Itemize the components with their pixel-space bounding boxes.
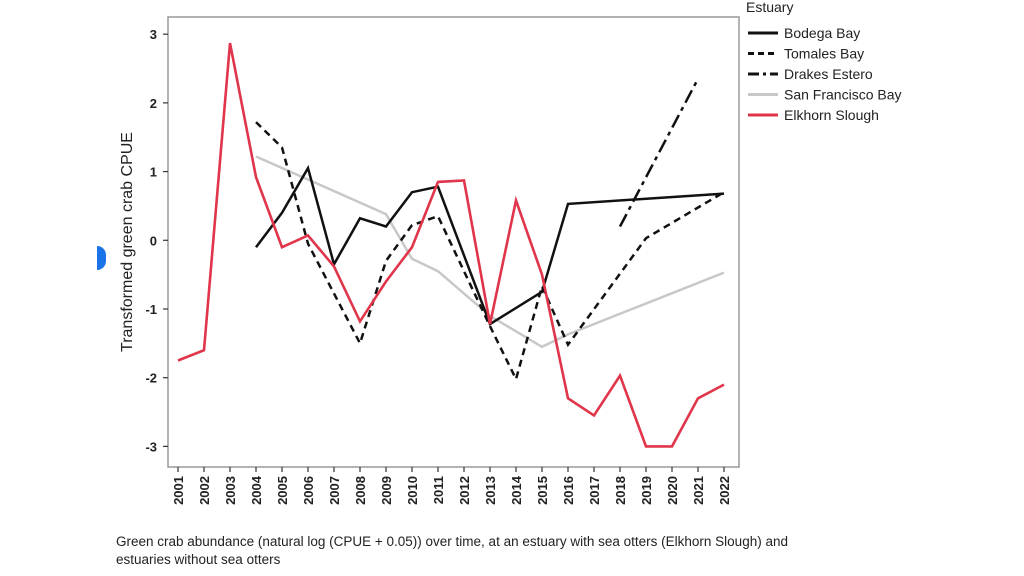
- x-tick-label: 2006: [301, 476, 316, 505]
- x-tick-label: 2015: [535, 476, 550, 505]
- x-tick-label: 2021: [691, 476, 706, 505]
- legend-title: Estuary: [746, 0, 793, 15]
- y-tick-label: -2: [145, 371, 157, 386]
- legend-label: Drakes Estero: [784, 66, 873, 82]
- x-tick-label: 2002: [197, 476, 212, 505]
- x-tick-label: 2010: [405, 476, 420, 505]
- y-tick-label: 1: [150, 165, 157, 180]
- series-line-elkhorn-slough: [177, 42, 725, 448]
- caption-line-1: Green crab abundance (natural log (CPUE …: [116, 534, 788, 549]
- legend-label: Tomales Bay: [784, 46, 864, 62]
- legend-label: Elkhorn Slough: [784, 107, 879, 123]
- y-axis-label: Transformed green crab CPUE: [119, 132, 136, 352]
- y-tick-label: -3: [145, 439, 157, 454]
- x-tick-label: 2016: [561, 476, 576, 505]
- legend: Estuary Bodega Bay Tomales Bay Drakes Este…: [746, 0, 902, 123]
- y-tick-label: 2: [150, 96, 157, 111]
- x-tick-label: 2022: [717, 476, 732, 505]
- figure-caption: Green crab abundance (natural log (CPUE …: [116, 533, 936, 569]
- series-line-drakes-estero: [618, 78, 700, 228]
- x-tick-label: 2014: [509, 475, 524, 505]
- y-tick-label: 3: [150, 27, 157, 42]
- legend-label: San Francisco Bay: [784, 87, 902, 103]
- x-tick-label: 2005: [275, 476, 290, 505]
- x-tick-label: 2004: [249, 475, 264, 505]
- x-tick-label: 2011: [431, 476, 446, 504]
- legend-label: Bodega Bay: [784, 25, 860, 41]
- x-tick-label: 2018: [613, 476, 628, 505]
- caption-line-2: estuaries without sea otters: [116, 552, 281, 567]
- scroll-indicator: [97, 246, 106, 270]
- x-tick-label: 2007: [327, 476, 342, 505]
- x-tick-label: 2001: [171, 476, 186, 505]
- x-tick-label: 2012: [457, 476, 472, 505]
- y-tick-label: 0: [150, 233, 157, 248]
- x-tick-label: 2003: [223, 476, 238, 505]
- y-tick-label: -1: [145, 302, 157, 317]
- x-tick-label: 2009: [379, 476, 394, 505]
- chart: 3 2 1 0 -1 -2 -3 2001 2002 2003 2004 2005 2006 2007 2…: [119, 0, 902, 505]
- series-line-bodega-bay: [255, 164, 725, 326]
- x-tick-label: 2008: [353, 476, 368, 505]
- x-tick-label: 2019: [639, 476, 654, 505]
- x-tick-label: 2017: [587, 476, 602, 505]
- x-tick-label: 2013: [483, 476, 498, 505]
- series-line-tomales-bay: [255, 121, 725, 383]
- plot-frame: [167, 16, 740, 468]
- x-tick-label: 2020: [665, 476, 680, 505]
